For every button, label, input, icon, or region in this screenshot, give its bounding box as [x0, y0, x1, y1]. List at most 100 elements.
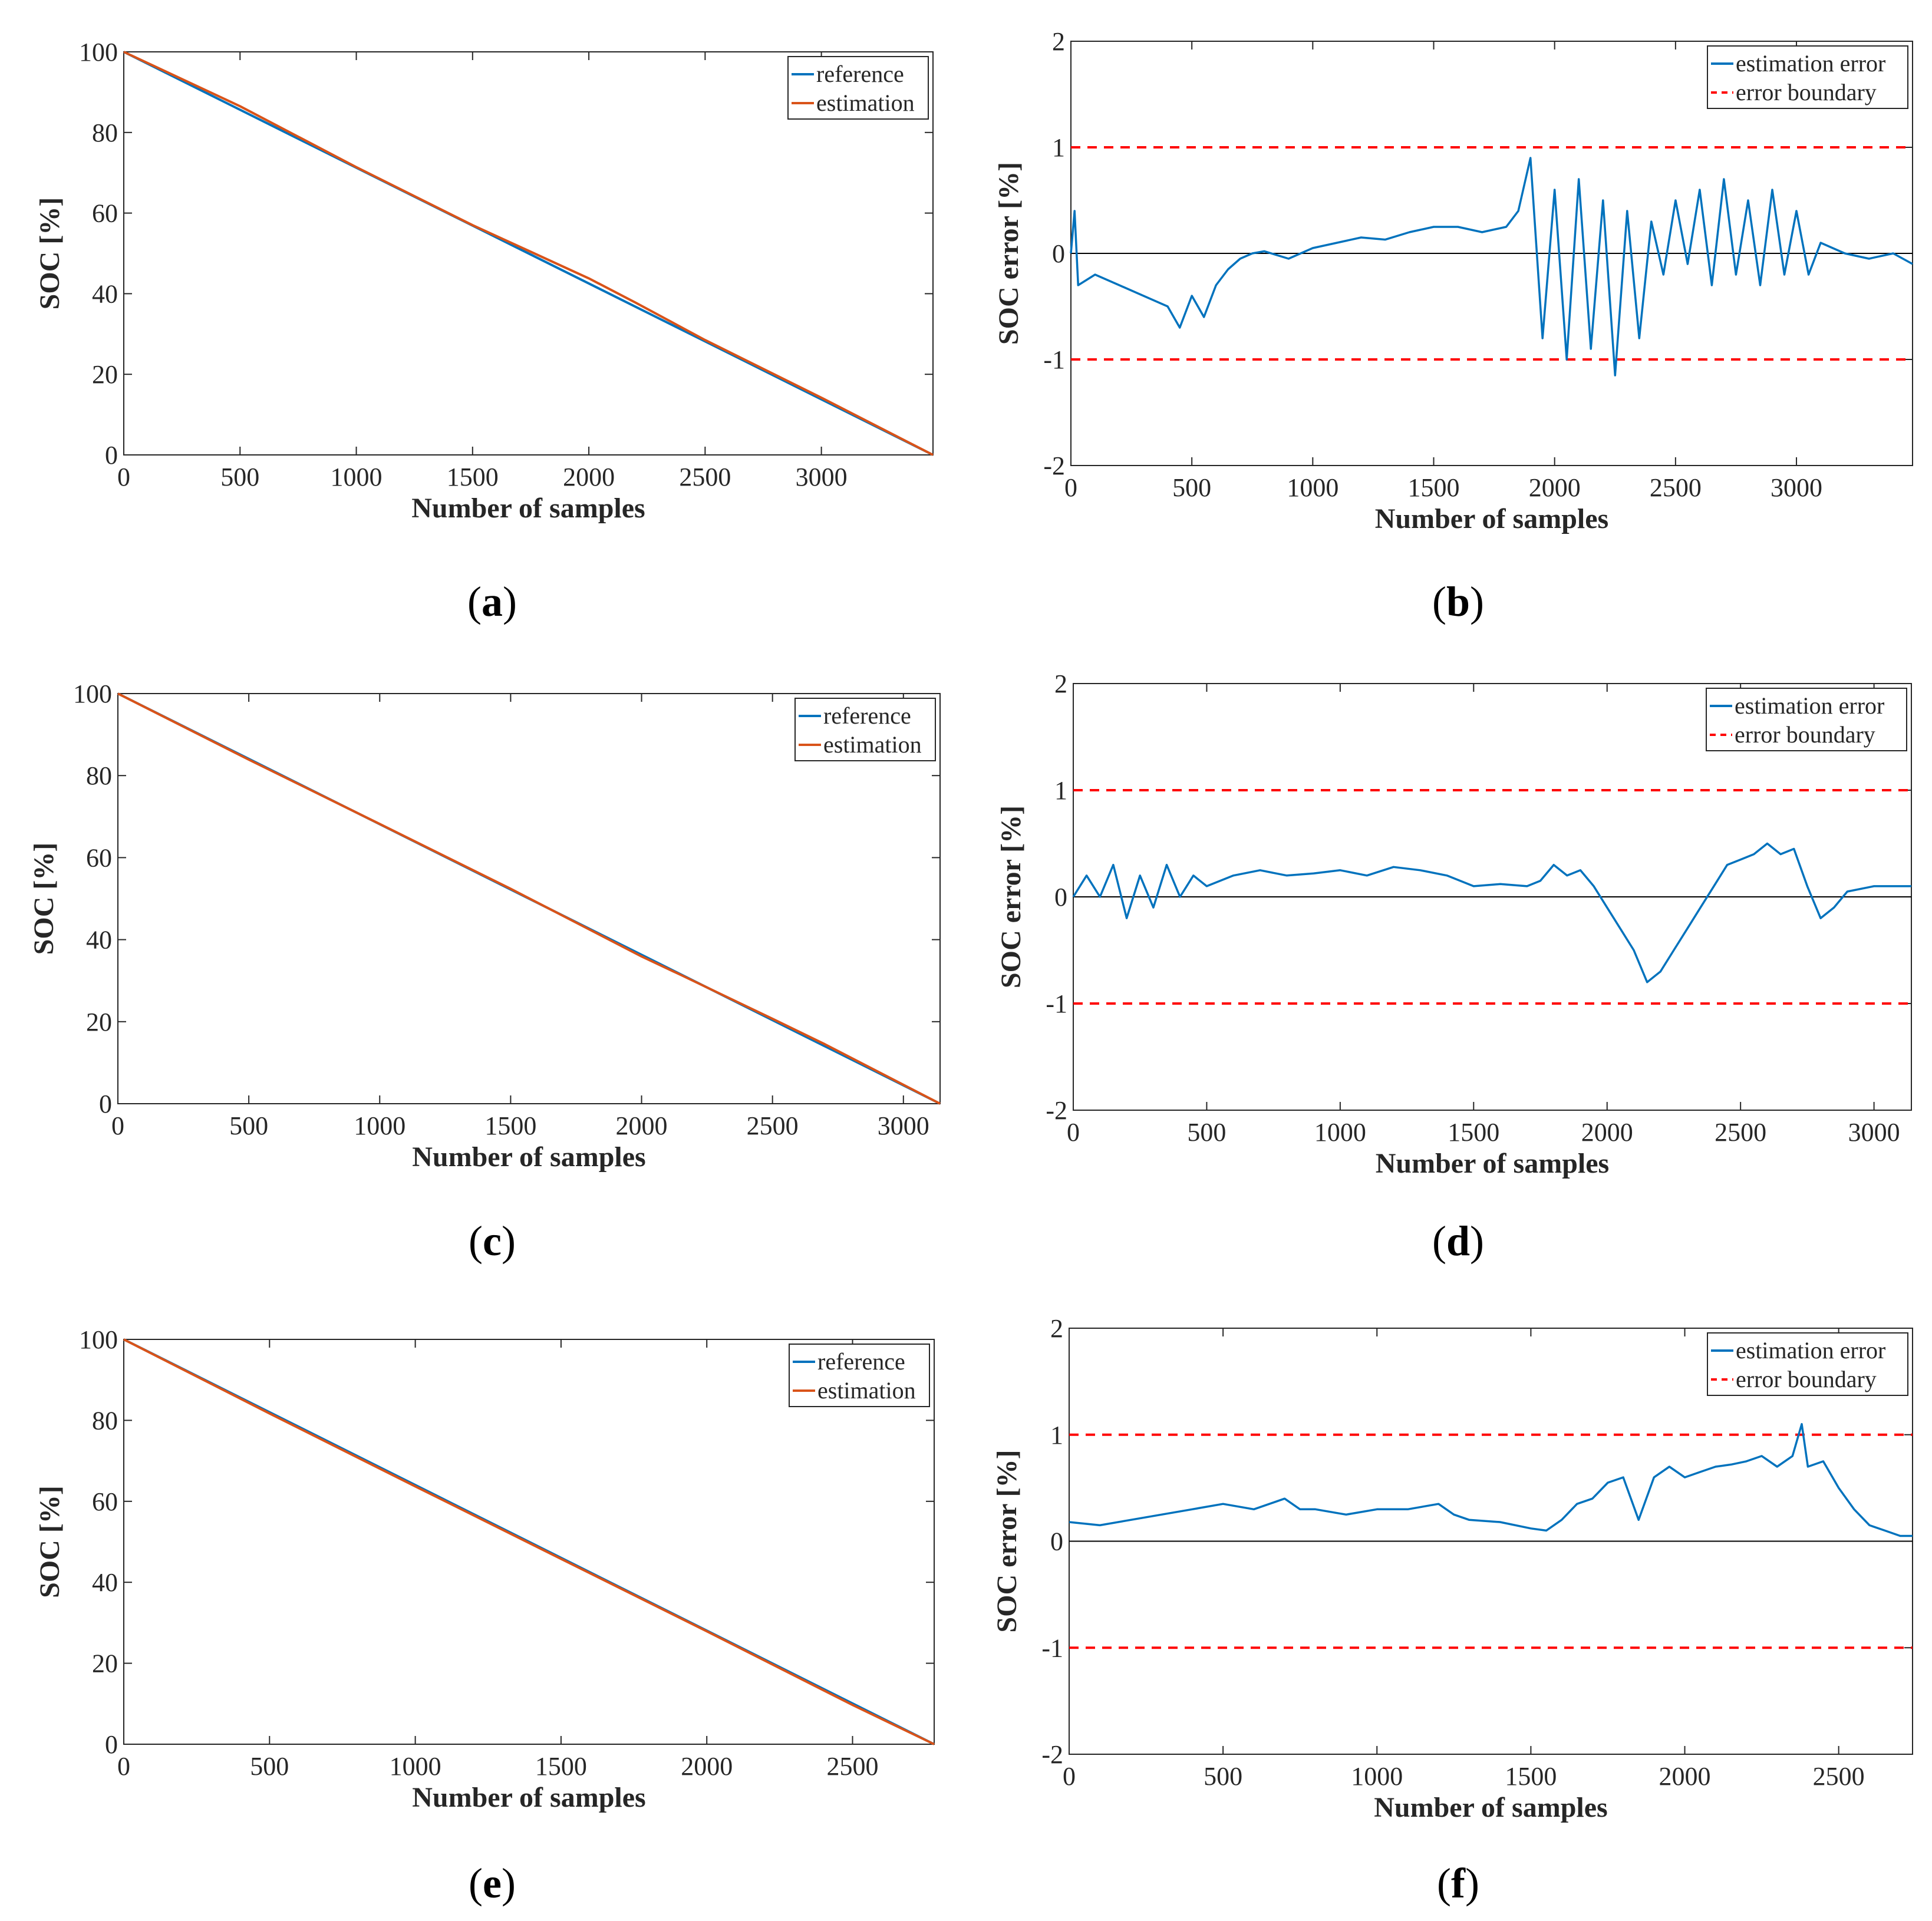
y-tick-label: 0: [1050, 1527, 1063, 1556]
y-tick-label: 40: [92, 1568, 118, 1597]
x-tick-label: 0: [111, 1111, 124, 1140]
legend-box: [1707, 45, 1908, 109]
y-tick-label: -2: [1046, 1096, 1067, 1125]
x-tick-label: 500: [220, 463, 259, 491]
y-tick-label: 80: [86, 761, 112, 790]
y-tick-label: 20: [86, 1008, 112, 1037]
x-tick-label: 3000: [796, 463, 848, 491]
y-axis-label: SOC error [%]: [991, 1450, 1023, 1632]
y-tick-label: 1: [1054, 776, 1067, 805]
x-tick-label: 1000: [1287, 473, 1338, 502]
x-tick-label: 0: [1063, 1762, 1076, 1791]
y-tick-label: 1: [1052, 133, 1065, 162]
x-tick-label: 500: [250, 1752, 289, 1781]
y-tick-label: 40: [86, 926, 112, 955]
y-axis-label: SOC error [%]: [993, 162, 1024, 345]
x-tick-label: 1500: [447, 463, 499, 491]
legend-label: estimation: [816, 90, 915, 116]
x-tick-label: 1500: [1408, 473, 1460, 502]
legend-box: [1706, 688, 1907, 751]
x-tick-label: 500: [1172, 473, 1211, 502]
y-tick-label: 60: [86, 843, 112, 872]
x-tick-label: 2500: [1650, 473, 1702, 502]
x-tick-label: 0: [1067, 1118, 1080, 1147]
legend-label: error boundary: [1736, 79, 1877, 105]
x-tick-label: 0: [1064, 473, 1077, 502]
y-tick-label: 0: [1054, 883, 1067, 912]
chart-b: -2 -1 0 1 2 0 500 1000 1500 2000 2500 3000 Number of…: [993, 27, 1913, 625]
x-tick-label: 2500: [1715, 1118, 1766, 1147]
legend-label: estimation: [823, 731, 922, 758]
y-axis-label: SOC [%]: [34, 1486, 65, 1598]
series-estimation: [117, 692, 941, 1105]
x-tick-label: 500: [229, 1111, 268, 1140]
caption-open-paren: (: [469, 1217, 483, 1265]
y-axis-label: SOC error [%]: [995, 806, 1027, 988]
series-estimation: [123, 1338, 935, 1745]
caption-open-paren: (: [467, 578, 482, 625]
panel-caption: (d): [1432, 1217, 1484, 1265]
x-tick-label: 3000: [1771, 473, 1822, 502]
legend-label: reference: [816, 61, 904, 87]
legend-label: estimation error: [1736, 50, 1885, 77]
series-reference: [123, 51, 934, 456]
x-tick-label: 1500: [1448, 1118, 1499, 1147]
x-tick-label: 3000: [1848, 1118, 1900, 1147]
x-axis-label: Number of samples: [1375, 503, 1608, 534]
caption-close-paren: ): [1465, 1860, 1479, 1907]
y-tick-label: 100: [79, 38, 118, 67]
y-tick-label: 20: [92, 360, 118, 389]
series-estimation-error: [1070, 157, 1913, 377]
caption-letter: e: [483, 1860, 502, 1907]
y-tick-label: -2: [1043, 451, 1065, 480]
y-tick-label: 80: [92, 1406, 118, 1435]
legend: reference estimation: [787, 56, 929, 120]
legend-box: [789, 1344, 930, 1407]
legend-label: estimation: [817, 1377, 916, 1404]
y-tick-label: 100: [73, 679, 112, 708]
x-tick-label: 500: [1204, 1762, 1242, 1791]
chart-d: -2 -1 0 1 2 0 500 1000 1500 2000 2500 3000 Number of…: [995, 669, 1912, 1265]
x-tick-label: 2000: [1581, 1118, 1633, 1147]
y-tick-label: 0: [99, 1090, 112, 1118]
panel-caption: (b): [1432, 578, 1484, 625]
x-tick-label: 1000: [1351, 1762, 1403, 1791]
caption-letter: a: [482, 578, 503, 625]
legend-box: [794, 698, 936, 761]
panel-caption: (c): [469, 1217, 516, 1265]
x-axis-label: Number of samples: [412, 1141, 645, 1173]
series-estimation-error: [1069, 1422, 1913, 1537]
y-tick-label: -1: [1046, 989, 1067, 1018]
x-tick-label: 1000: [390, 1752, 441, 1781]
x-tick-label: 0: [117, 1752, 130, 1781]
x-tick-label: 1500: [484, 1111, 536, 1140]
y-tick-label: 80: [92, 118, 118, 147]
legend-box: [787, 56, 929, 120]
y-tick-label: 40: [92, 279, 118, 308]
y-tick-label: 0: [1052, 239, 1065, 268]
caption-close-paren: ): [1470, 578, 1484, 625]
chart-f: -2 -1 0 1 2 0 500 1000 1500 2000 2500 Number of sam…: [991, 1314, 1913, 1907]
caption-letter: b: [1446, 578, 1470, 625]
caption-letter: c: [483, 1217, 502, 1265]
legend-label: reference: [817, 1348, 905, 1375]
panel-caption: (f): [1437, 1860, 1479, 1907]
x-tick-label: 2000: [616, 1111, 668, 1140]
y-tick-label: 0: [105, 441, 118, 470]
y-tick-label: 20: [92, 1649, 118, 1678]
x-axis-label: Number of samples: [1374, 1792, 1607, 1823]
caption-close-paren: ): [1470, 1217, 1484, 1265]
legend-label: estimation error: [1735, 692, 1884, 719]
y-tick-label: 2: [1052, 27, 1065, 56]
panel-caption: (a): [467, 578, 517, 625]
y-tick-label: -1: [1041, 1633, 1063, 1662]
x-axis-label: Number of samples: [412, 1782, 645, 1813]
